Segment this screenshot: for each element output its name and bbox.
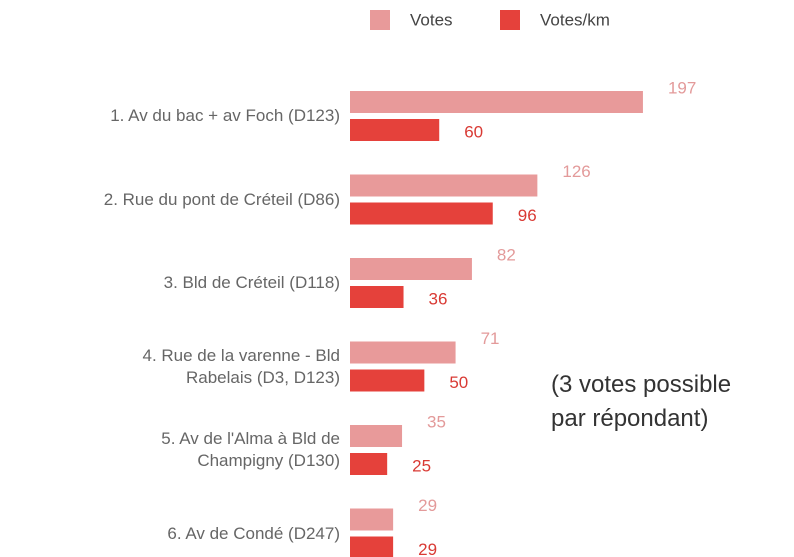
bar bbox=[350, 174, 538, 197]
value-label: 35 bbox=[427, 412, 446, 431]
bar bbox=[350, 508, 394, 531]
bar bbox=[350, 425, 403, 447]
value-label: 60 bbox=[464, 122, 483, 141]
category-label: 2. Rue du pont de Créteil (D86) bbox=[103, 189, 340, 209]
value-label: 29 bbox=[418, 540, 437, 557]
bar bbox=[350, 453, 388, 475]
annotation: (3 votes possible par répondant) bbox=[551, 371, 732, 432]
value-label: 82 bbox=[497, 245, 516, 264]
category-label: 1. Av du bac + av Foch (D123) bbox=[110, 106, 340, 125]
value-label: 36 bbox=[429, 289, 448, 308]
bar bbox=[350, 286, 404, 308]
bar bbox=[350, 341, 456, 364]
category-label: 3. Bld de Créteil (D118) bbox=[163, 273, 340, 292]
legend-swatch bbox=[370, 10, 390, 30]
bar bbox=[350, 536, 394, 557]
legend-swatch bbox=[500, 10, 520, 30]
value-label: 71 bbox=[481, 329, 500, 348]
value-label: 197 bbox=[668, 78, 696, 97]
legend-label: Votes/km bbox=[540, 10, 610, 29]
legend-label: Votes bbox=[410, 10, 453, 29]
value-label: 29 bbox=[418, 496, 437, 515]
bar bbox=[350, 369, 425, 392]
bar bbox=[350, 202, 493, 225]
value-label: 126 bbox=[562, 162, 590, 181]
category-label: 4. Rue de la varenne - Bld Rabelais (D3,… bbox=[142, 345, 340, 387]
value-label: 96 bbox=[518, 206, 537, 225]
category-label: 6. Av de Condé (D247) bbox=[167, 523, 340, 543]
bar bbox=[350, 258, 472, 280]
value-label: 50 bbox=[449, 373, 468, 392]
bar bbox=[350, 119, 440, 141]
bar bbox=[350, 91, 643, 113]
value-label: 25 bbox=[412, 456, 431, 475]
category-label: 5. Av de l'Alma à Bld de Champigny (D130… bbox=[161, 429, 340, 470]
